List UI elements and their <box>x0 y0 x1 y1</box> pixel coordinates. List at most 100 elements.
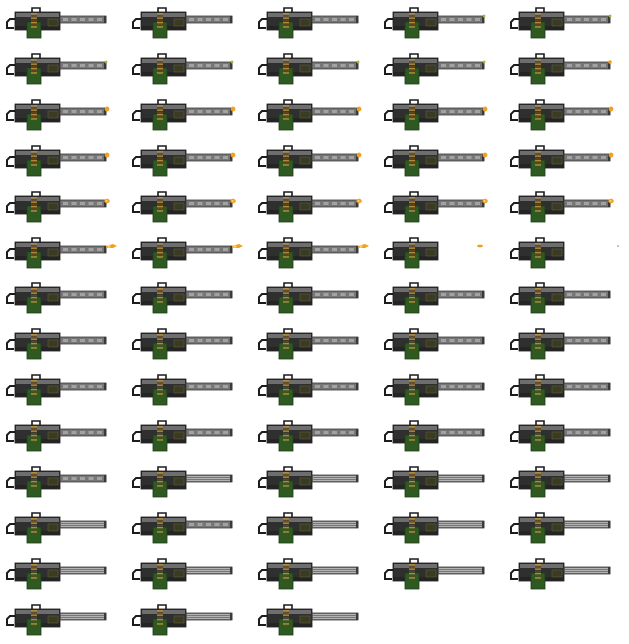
barrel-segment <box>97 201 102 205</box>
rear-grip <box>258 385 268 397</box>
barrel-segment <box>349 63 354 67</box>
ammo-round <box>157 67 163 70</box>
ammo-round <box>535 155 541 157</box>
ammo-round <box>31 299 37 301</box>
ammo-round <box>409 380 415 382</box>
ammo-round <box>31 21 37 24</box>
sprite-frame <box>258 144 378 184</box>
ammo-round <box>409 209 415 212</box>
ammo-round <box>535 288 541 290</box>
ammo-round <box>409 299 415 301</box>
barrel-segment <box>567 155 572 159</box>
ammo-round <box>31 526 37 529</box>
ammo-round <box>283 439 289 441</box>
carry-handle <box>157 236 167 242</box>
minigun-sprite <box>258 236 369 268</box>
barrel-segment <box>441 18 446 21</box>
carry-handle <box>409 236 419 242</box>
barrel-segment <box>71 385 77 389</box>
muzzle <box>230 153 233 161</box>
ammo-round <box>409 485 415 487</box>
ammo-round <box>31 384 37 387</box>
ammo-round <box>31 15 37 17</box>
ammo-round <box>31 343 37 345</box>
ammo-round <box>409 301 415 304</box>
ammo-round <box>283 21 289 24</box>
ammo-round <box>409 426 415 428</box>
barrel-segment <box>197 293 203 297</box>
barrel-segment <box>71 155 77 159</box>
minigun-sprite <box>132 98 236 131</box>
muzzle-flash-core <box>107 244 111 248</box>
ammo-round <box>409 336 415 338</box>
ammo-round <box>157 21 163 24</box>
barrel-segment <box>567 18 572 21</box>
rear-grip <box>384 201 394 213</box>
ammo-round <box>31 113 37 116</box>
ammo-round <box>283 472 289 474</box>
ammo-round <box>31 294 37 297</box>
minigun-sprite <box>510 466 611 498</box>
muzzle <box>230 337 233 345</box>
carry-handle <box>283 328 293 334</box>
rear-grip <box>384 568 394 580</box>
ammo-round <box>283 517 289 520</box>
ammo-round <box>409 113 415 116</box>
ammo-round <box>283 347 289 349</box>
barrel-segment <box>323 155 329 159</box>
sight-block <box>551 339 563 348</box>
barrel-segment <box>189 18 194 21</box>
barrel-segment <box>449 155 455 159</box>
ammo-round <box>283 428 289 430</box>
ammo-round <box>31 338 37 341</box>
sprite-frame <box>384 236 504 276</box>
ammo-round <box>283 393 289 395</box>
rear-grip <box>132 155 142 167</box>
ammo-round <box>409 161 415 164</box>
ammo-round <box>157 345 163 347</box>
muzzle <box>608 475 611 482</box>
sprite-frame <box>132 373 252 413</box>
barrel-segment <box>315 155 320 159</box>
ammo-round <box>31 570 37 572</box>
rear-grip <box>132 63 142 75</box>
barrel-segment <box>567 63 572 67</box>
muzzle <box>230 245 233 253</box>
ammo-round <box>283 622 289 625</box>
ammo-round <box>535 203 541 205</box>
sprite-frame <box>384 373 504 413</box>
gun-body-highlight <box>268 380 311 385</box>
ammo-round <box>283 572 289 575</box>
ammo-round <box>31 290 37 293</box>
sprite-frame <box>132 327 252 367</box>
carry-handle <box>409 328 419 334</box>
muzzle <box>482 383 485 391</box>
ammo-round <box>283 111 289 113</box>
barrel-segment <box>214 201 220 205</box>
sprite-frame <box>132 144 252 184</box>
ammo-round <box>283 255 289 258</box>
gun-body-highlight <box>16 13 59 17</box>
muzzle <box>608 16 611 23</box>
rear-grip <box>384 522 394 534</box>
ammo-round <box>157 301 163 304</box>
carry-handle <box>31 420 41 426</box>
minigun-sprite <box>258 557 359 590</box>
sight-block <box>173 523 185 532</box>
gun-body-highlight <box>142 517 185 522</box>
barrel-segment <box>206 18 211 21</box>
barrel-segment <box>197 247 203 251</box>
rear-grip <box>510 63 520 75</box>
minigun-sprite <box>258 282 359 314</box>
barrel-segment <box>441 201 446 205</box>
ammo-round <box>535 104 541 107</box>
ammo-round <box>283 343 289 345</box>
carry-handle <box>157 328 167 334</box>
ammo-round <box>157 205 163 207</box>
ammo-round <box>535 157 541 159</box>
muzzle-flash <box>482 106 488 112</box>
rear-grip <box>258 568 268 580</box>
ammo-round <box>157 393 163 395</box>
muzzle <box>608 383 611 391</box>
ammo-round <box>157 528 163 531</box>
